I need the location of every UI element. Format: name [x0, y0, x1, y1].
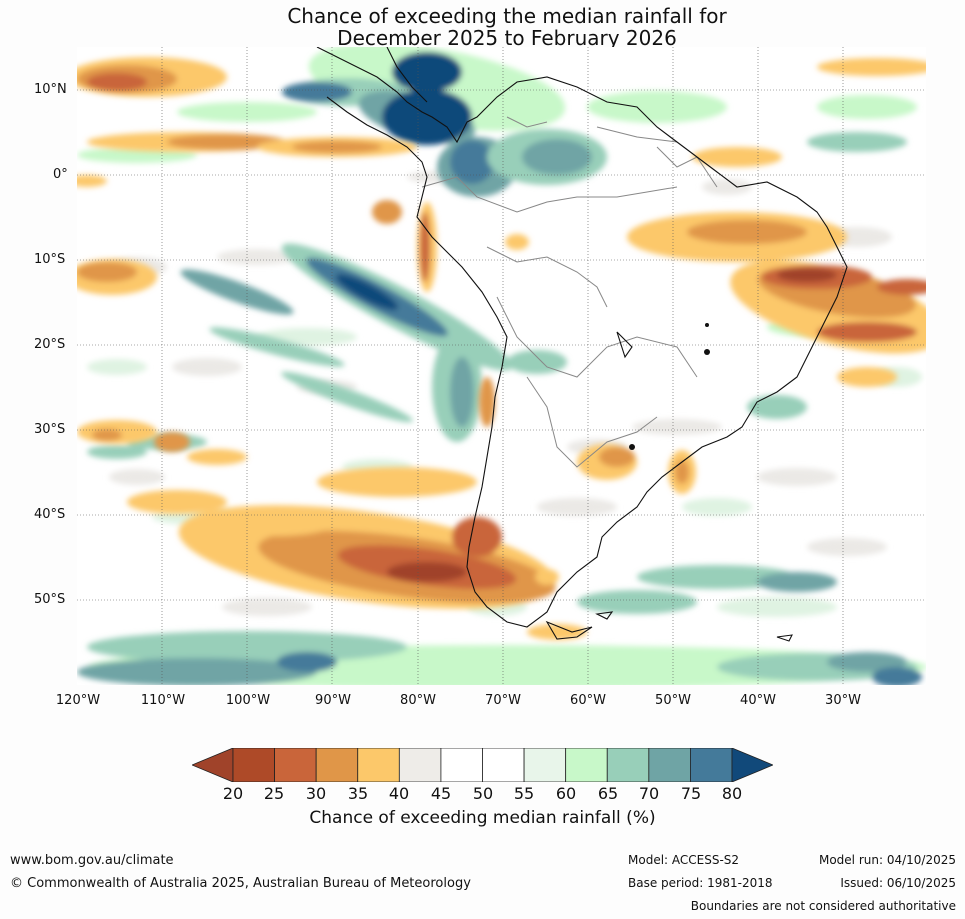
colorbar-tick: 45	[430, 784, 452, 803]
colorbar-tick: 50	[472, 784, 494, 803]
map-title-line1: Chance of exceeding the median rainfall …	[287, 4, 727, 28]
colorbar-arrow-high	[731, 747, 775, 783]
colorbar-swatch	[274, 747, 317, 783]
country-borders	[421, 116, 718, 468]
colorbar-tick: 20	[222, 784, 244, 803]
colorbar-tick: 60	[555, 784, 577, 803]
lon-label-100w: 100°W	[225, 693, 271, 708]
copyright-text: © Commonwealth of Australia 2025, Austra…	[10, 876, 471, 891]
colorbar	[190, 747, 775, 783]
issued-date: Issued: 06/10/2025	[840, 876, 956, 890]
model-name: Model: ACCESS-S2	[628, 853, 740, 867]
lat-label-0: 0°	[53, 167, 68, 182]
colorbar-swatch	[232, 747, 275, 783]
colorbar-tick: 80	[721, 784, 743, 803]
lon-label-90w: 90°W	[315, 693, 351, 708]
colorbar-swatch	[606, 747, 650, 783]
colorbar-swatch	[648, 747, 691, 783]
lat-label-20s: 20°S	[34, 337, 66, 352]
lon-label-50w: 50°W	[655, 693, 691, 708]
colorbar-arrow-low	[190, 747, 234, 783]
rainfall-map	[77, 47, 926, 685]
lat-label-50s: 50°S	[34, 592, 66, 607]
lat-label-40s: 40°S	[34, 507, 66, 522]
lon-label-70w: 70°W	[485, 693, 521, 708]
colorbar-swatch	[565, 747, 608, 783]
base-period: Base period: 1981-2018	[628, 876, 773, 890]
map-title-line2: December 2025 to February 2026	[337, 26, 677, 50]
colorbar-tick: 65	[597, 784, 619, 803]
colorbar-tick: 30	[305, 784, 327, 803]
colorbar-swatch	[315, 747, 359, 783]
colorbar-tick: 35	[347, 784, 369, 803]
colorbar-swatch	[523, 747, 567, 783]
lon-label-40w: 40°W	[740, 693, 776, 708]
model-run-date: Model run: 04/10/2025	[818, 853, 956, 867]
colorbar-tick: 40	[388, 784, 410, 803]
lon-label-60w: 60°W	[570, 693, 606, 708]
website-link[interactable]: www.bom.gov.au/climate	[10, 853, 174, 868]
lat-label-10n: 10°N	[34, 82, 67, 97]
lat-label-30s: 30°S	[34, 422, 66, 437]
colorbar-tick: 75	[680, 784, 702, 803]
lon-label-80w: 80°W	[400, 693, 436, 708]
colorbar-tick: 25	[263, 784, 285, 803]
lat-label-10s: 10°S	[34, 252, 66, 267]
colorbar-swatch	[482, 747, 525, 783]
colorbar-swatch	[357, 747, 400, 783]
coastline	[316, 47, 848, 642]
colorbar-tick: 70	[638, 784, 660, 803]
colorbar-label: Chance of exceeding median rainfall (%)	[309, 808, 656, 828]
graticule	[77, 47, 926, 685]
lon-label-110w: 110°W	[140, 693, 186, 708]
colorbar-swatch	[398, 747, 442, 783]
colorbar-swatch	[440, 747, 483, 783]
colorbar-swatch	[690, 747, 733, 783]
colorbar-tick: 55	[513, 784, 535, 803]
dry-anomalies	[77, 57, 926, 640]
lon-label-120w: 120°W	[55, 693, 101, 708]
lake-icons	[629, 323, 710, 450]
boundary-disclaimer: Boundaries are not considered authoritat…	[690, 899, 956, 913]
lon-label-30w: 30°W	[825, 693, 861, 708]
